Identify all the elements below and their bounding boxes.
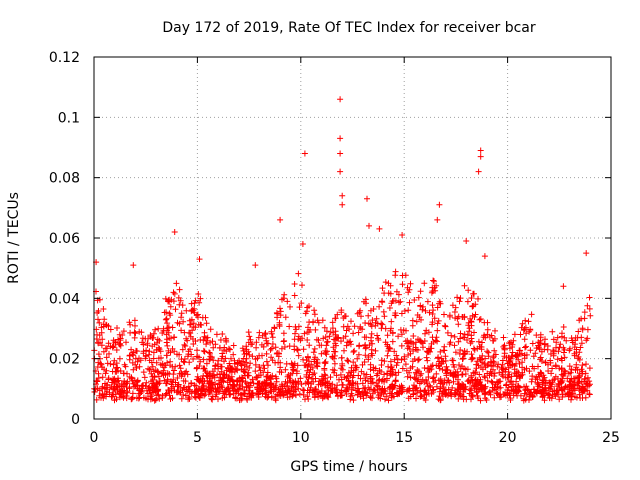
gridlines <box>94 57 611 419</box>
chart-title: Day 172 of 2019, Rate Of TEC Index for r… <box>162 20 536 36</box>
x-tick-label: 20 <box>499 430 517 446</box>
y-tick-label: 0.08 <box>49 171 80 187</box>
x-tick-label: 25 <box>602 430 620 446</box>
y-tick-label: 0.02 <box>49 352 80 368</box>
x-axis-label: GPS time / hours <box>290 459 407 475</box>
y-tick-label: 0.12 <box>49 50 80 66</box>
y-tick-label: 0.06 <box>49 231 80 247</box>
y-tick-label: 0 <box>71 412 80 428</box>
x-tick-label: 10 <box>292 430 310 446</box>
y-tick-label: 0.1 <box>58 110 80 126</box>
data-points <box>91 96 594 404</box>
y-tick-label: 0.04 <box>49 291 80 307</box>
axis-ticks <box>93 56 612 420</box>
y-tick-labels: 0 0.02 0.04 0.06 0.08 0.1 0.12 <box>49 50 80 428</box>
x-tick-labels: 0 5 10 15 20 25 <box>90 430 620 446</box>
x-tick-label: 15 <box>395 430 413 446</box>
y-axis-label: ROTI / TECUs <box>6 192 22 284</box>
x-tick-label: 5 <box>193 430 202 446</box>
roti-plus-markers <box>91 96 594 404</box>
x-tick-label: 0 <box>90 430 99 446</box>
